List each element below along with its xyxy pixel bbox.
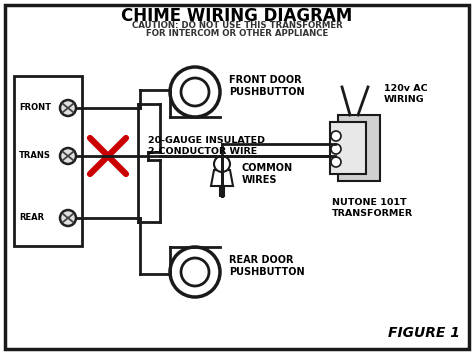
Text: REAR DOOR
PUSHBUTTON: REAR DOOR PUSHBUTTON (229, 255, 305, 277)
Circle shape (60, 100, 76, 116)
Text: 120v AC
WIRING: 120v AC WIRING (384, 84, 428, 104)
Circle shape (170, 67, 220, 117)
Text: FIGURE 1: FIGURE 1 (388, 326, 460, 340)
Circle shape (60, 148, 76, 164)
Polygon shape (211, 170, 233, 186)
Text: FRONT: FRONT (19, 103, 51, 112)
Text: NUTONE 101T
TRANSFORMER: NUTONE 101T TRANSFORMER (332, 198, 413, 218)
Text: FRONT DOOR
PUSHBUTTON: FRONT DOOR PUSHBUTTON (229, 75, 305, 97)
Circle shape (331, 131, 341, 141)
Text: FOR INTERCOM OR OTHER APPLIANCE: FOR INTERCOM OR OTHER APPLIANCE (146, 29, 328, 38)
FancyBboxPatch shape (338, 115, 380, 181)
Circle shape (331, 144, 341, 154)
Text: REAR: REAR (19, 212, 44, 222)
Circle shape (170, 247, 220, 297)
FancyBboxPatch shape (330, 122, 366, 174)
Text: COMMON
WIRES: COMMON WIRES (242, 163, 293, 185)
Text: TRANS: TRANS (19, 150, 51, 160)
Text: CAUTION: DO NOT USE THIS TRANSFORMER: CAUTION: DO NOT USE THIS TRANSFORMER (132, 21, 342, 30)
Circle shape (331, 157, 341, 167)
FancyBboxPatch shape (14, 76, 82, 246)
FancyBboxPatch shape (5, 5, 469, 349)
Circle shape (60, 210, 76, 226)
Circle shape (181, 258, 209, 286)
Circle shape (214, 156, 230, 172)
Circle shape (181, 78, 209, 106)
Text: CHIME WIRING DIAGRAM: CHIME WIRING DIAGRAM (121, 7, 353, 25)
Text: 20-GAUGE INSULATED
2-CONDUCTOR WIRE: 20-GAUGE INSULATED 2-CONDUCTOR WIRE (148, 136, 265, 156)
